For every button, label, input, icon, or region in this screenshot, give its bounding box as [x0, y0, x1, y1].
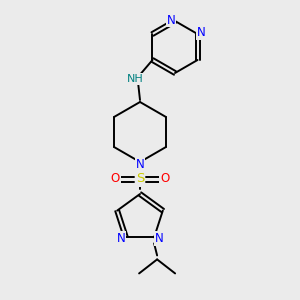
Text: O: O [110, 172, 120, 185]
Text: O: O [160, 172, 169, 185]
Text: N: N [116, 232, 125, 245]
Text: N: N [167, 14, 176, 26]
Text: NH: NH [127, 74, 143, 84]
Text: S: S [136, 172, 144, 185]
Text: N: N [155, 232, 164, 245]
Text: N: N [197, 26, 206, 40]
Text: N: N [136, 158, 144, 170]
